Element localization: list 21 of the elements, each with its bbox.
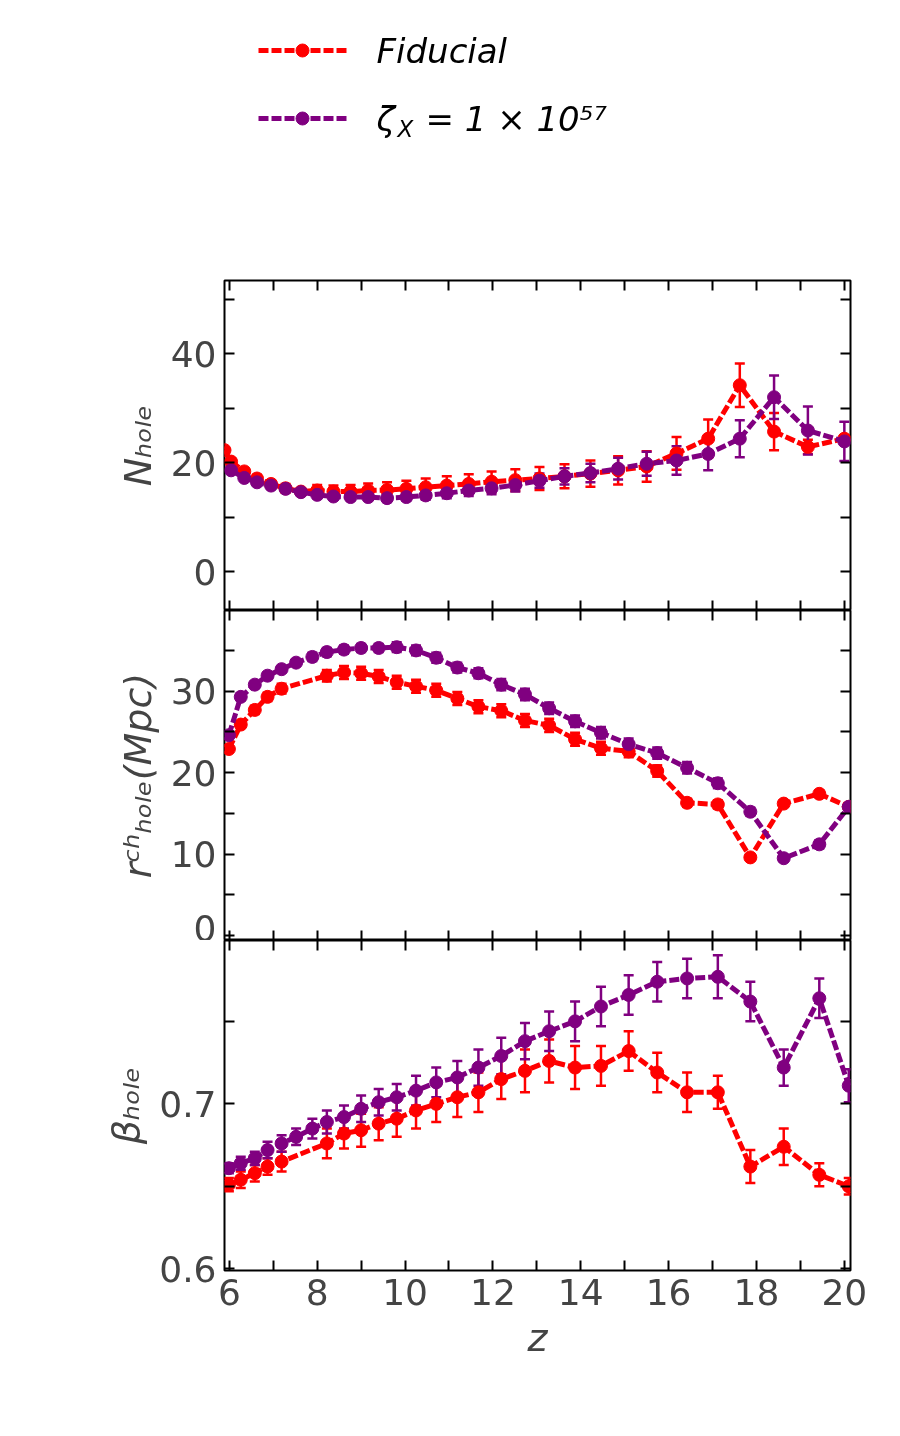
x-tick-label: 14: [557, 1271, 604, 1313]
y-tick-label: 0: [193, 551, 217, 593]
x-tick-label: 16: [645, 1271, 692, 1313]
x-tick-label: 6: [217, 1271, 241, 1313]
y-tick-label: 40: [170, 333, 217, 375]
legend-label: Fiducial: [376, 30, 508, 71]
x-tick-label: 20: [821, 1271, 868, 1313]
y-axis-title: Nₕₒₗₑ: [115, 404, 160, 487]
x-axis-title: z: [526, 1315, 549, 1360]
y-tick-label: 0.6: [159, 1248, 217, 1290]
y-tick-label: 10: [170, 834, 217, 876]
y-axis-title: βₕₒₗₑ: [104, 1066, 149, 1146]
y-axis-title: rᶜʰₕₒₗₑ(Mpc): [115, 672, 160, 879]
y-tick-label: 20: [170, 752, 217, 794]
y-tick-label: 20: [170, 442, 217, 484]
y-tick-label: 0.7: [159, 1083, 217, 1125]
y-tick-label: 30: [170, 671, 217, 713]
x-tick-label: 10: [382, 1271, 428, 1313]
x-tick-label: 18: [733, 1271, 780, 1313]
x-tick-label: 12: [470, 1271, 516, 1313]
x-tick-label: 8: [305, 1271, 329, 1313]
